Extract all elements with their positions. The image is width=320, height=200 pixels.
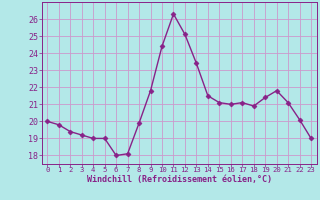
X-axis label: Windchill (Refroidissement éolien,°C): Windchill (Refroidissement éolien,°C) (87, 175, 272, 184)
